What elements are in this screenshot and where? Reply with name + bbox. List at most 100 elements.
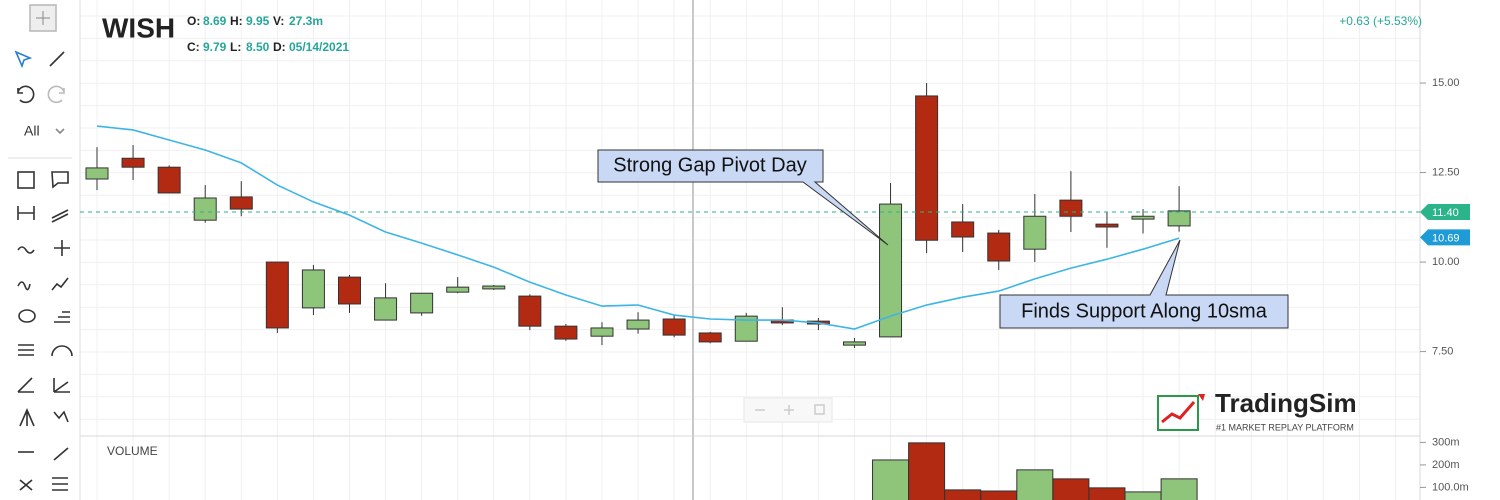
y-tick-label: 12.50 (1432, 166, 1460, 178)
gann-tool[interactable] (18, 344, 34, 356)
candle-body (626, 319, 650, 330)
volume-bar (1124, 491, 1162, 500)
volume-tick-label: 100.0m (1432, 481, 1469, 493)
pattern-tool[interactable] (53, 410, 69, 423)
change: +0.63 (+5.53%) (1339, 14, 1422, 28)
brush-tool[interactable] (17, 281, 31, 291)
trend-tool[interactable] (53, 447, 69, 461)
quote-value: 8.69 (203, 14, 227, 28)
redo[interactable] (47, 85, 65, 104)
logo-icon (1157, 394, 1205, 431)
list-tool[interactable] (52, 477, 68, 491)
price-marker (1420, 203, 1470, 220)
arc-tool[interactable] (51, 345, 73, 357)
volume-tick-label: 300m (1432, 436, 1460, 448)
volume-bar (1088, 487, 1126, 500)
y-tick-label: 10.00 (1432, 256, 1460, 268)
candle-body (1059, 199, 1083, 217)
candle-body (1131, 215, 1155, 220)
candle-body (157, 166, 181, 194)
quote-value: 9.95 (246, 14, 270, 28)
quote-label: V: (273, 14, 284, 28)
fan-tool[interactable] (17, 377, 34, 393)
quote-label: D: (273, 40, 286, 54)
plot: 7.50 10.00 12.50 15.00 11.40 10.69 100.0m 200m 3… (80, 77, 1470, 500)
text-tool[interactable] (17, 171, 35, 189)
quote-label: O: (187, 14, 200, 28)
volume-tick-label: 200m (1432, 459, 1460, 471)
annotation: Strong Gap Pivot Day (613, 154, 806, 176)
annotation: Finds Support Along 10sma (1021, 300, 1268, 322)
candle-body (1023, 215, 1047, 250)
zoom-in[interactable] (784, 405, 794, 415)
candle-body (374, 297, 398, 321)
volume-bar (1160, 478, 1198, 500)
callout-tool[interactable] (51, 171, 69, 189)
candle-body (265, 261, 289, 329)
candle-body (301, 269, 325, 309)
hline-tool[interactable] (17, 206, 35, 220)
fit[interactable] (814, 404, 825, 415)
undo[interactable] (17, 85, 35, 104)
ellipse-tool[interactable] (18, 309, 36, 323)
annotation-box (597, 149, 889, 246)
candle-body (193, 197, 217, 221)
candle-body (1095, 223, 1119, 228)
candle-body (446, 286, 470, 293)
y-tick-label: 7.50 (1432, 345, 1453, 357)
candle-body (1167, 210, 1191, 227)
y-tick-label: 15.00 (1432, 77, 1460, 89)
logo-name: TradingSim (1215, 388, 1357, 418)
wave-tool[interactable] (17, 246, 35, 254)
quote-value: 9.79 (203, 40, 227, 54)
symbol: WISH (102, 12, 175, 43)
grid-tool[interactable] (53, 378, 70, 393)
candle-body (879, 203, 903, 338)
quote-value: 05/14/2021 (289, 40, 349, 54)
candle-body (554, 325, 578, 340)
price-marker (1420, 229, 1470, 246)
price-marker-label: 11.40 (1432, 207, 1459, 219)
candle-body (698, 332, 722, 343)
candle-body (337, 276, 361, 305)
sma-line (96, 125, 1180, 330)
measure-tool[interactable] (19, 479, 33, 491)
quote-label: L: (230, 40, 241, 54)
candle-body (121, 157, 145, 168)
candle-body (410, 292, 434, 314)
quote-label: H: (230, 14, 243, 28)
logo-tagline: #1 MARKET REPLAY PLATFORM (1216, 422, 1354, 432)
annotation-box (999, 239, 1289, 329)
candle-body (229, 196, 253, 210)
candle-body (85, 167, 109, 180)
volume-bar (1052, 478, 1090, 500)
cursor-tool[interactable] (14, 50, 33, 69)
volume-bar (872, 459, 910, 500)
quote-label: C: (187, 40, 200, 54)
toolbar (8, 0, 81, 500)
quote: O: 8.69 H: 9.95 V: 27.3m C: 9.79 L: 8.50 D: 05/14/2… (187, 14, 349, 54)
volume-bar (980, 490, 1018, 500)
candle-body (842, 341, 866, 346)
volume-bar (1016, 469, 1054, 500)
quote-value: 8.50 (246, 40, 270, 54)
quote-value: 27.3m (289, 14, 323, 28)
fib-tool[interactable] (54, 311, 70, 323)
volume-bar (908, 442, 946, 500)
pitchfork-tool[interactable] (19, 408, 35, 427)
path-tool[interactable] (51, 277, 69, 291)
candle-body (915, 95, 939, 241)
filter[interactable]: All (24, 123, 40, 139)
candle-body (662, 318, 686, 336)
candle-body (590, 327, 614, 337)
channel-tool[interactable] (51, 209, 69, 223)
volume-bar (944, 489, 982, 500)
cross-tool[interactable] (54, 240, 70, 256)
ruler-tool[interactable] (49, 51, 65, 67)
volume-title: VOLUME (107, 444, 158, 458)
price-marker-label: 10.69 (1432, 232, 1460, 244)
candle-body (987, 232, 1011, 262)
candle-body (734, 315, 758, 342)
